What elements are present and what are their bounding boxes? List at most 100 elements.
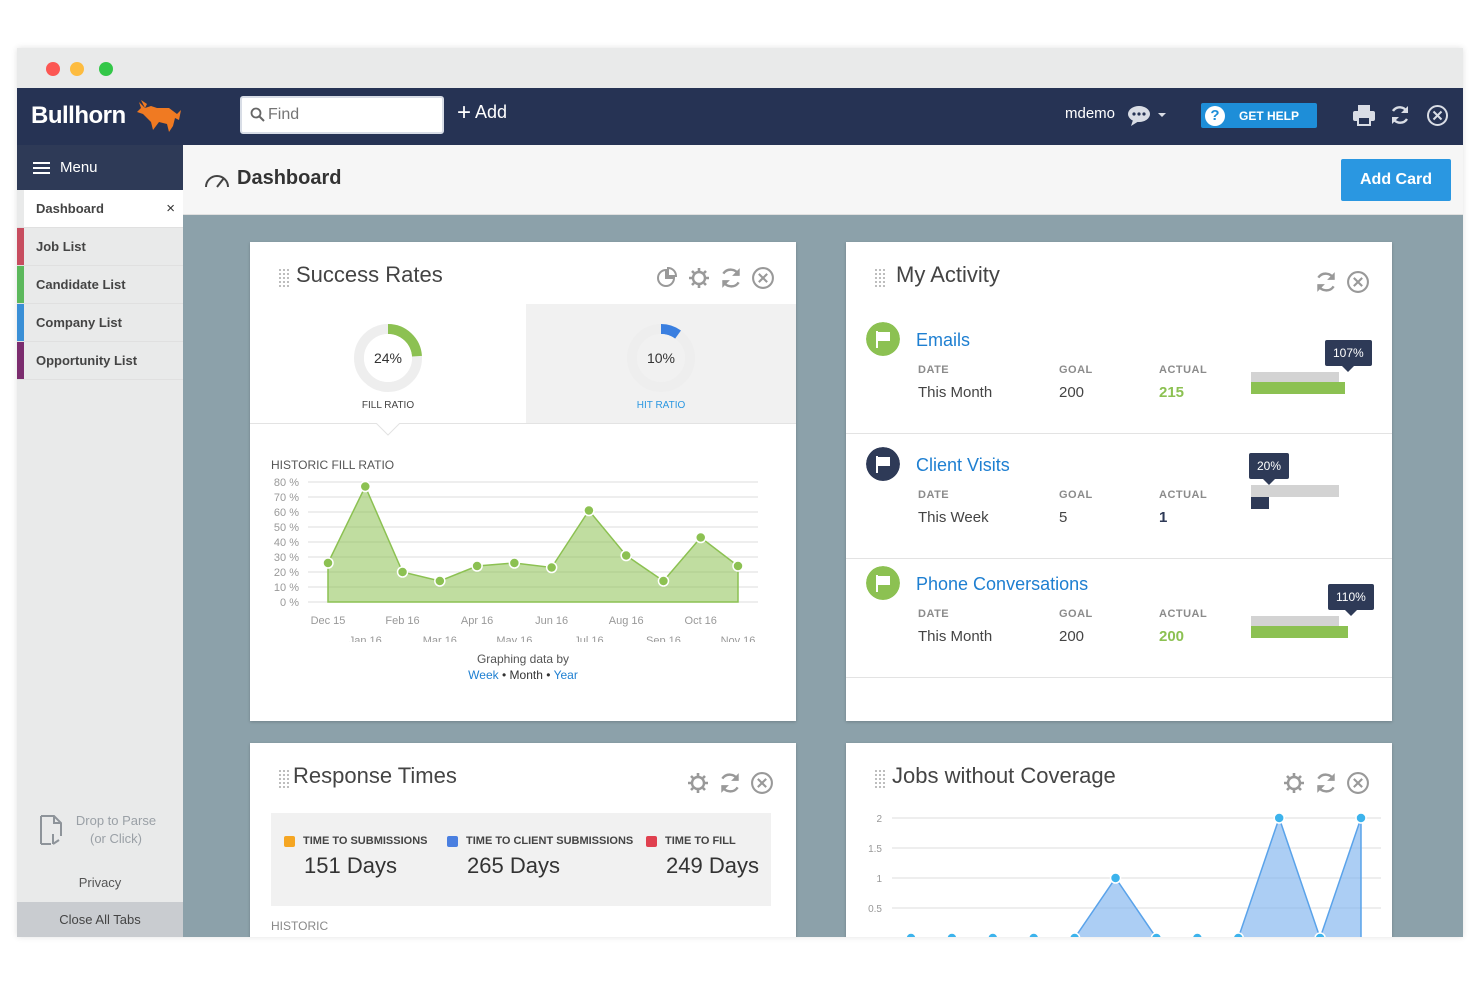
data-point[interactable]	[545, 561, 558, 574]
window-titlebar	[17, 48, 1463, 88]
data-point[interactable]	[1068, 932, 1081, 937]
sidebar-item-candidate-list[interactable]: Candidate List	[17, 266, 183, 304]
data-point[interactable]	[359, 480, 372, 493]
sidebar-item-company-list[interactable]: Company List	[17, 304, 183, 342]
data-point[interactable]	[1028, 932, 1040, 937]
data-point[interactable]	[620, 549, 632, 562]
data-point[interactable]	[471, 560, 483, 572]
fill-ratio-panel[interactable]: 24% FILL RATIO	[250, 304, 526, 423]
y-tick-label: 20 %	[274, 567, 299, 579]
x-tick-label: Jun 16	[535, 615, 568, 627]
card-title: Success Rates	[296, 262, 443, 287]
sidebar-item-label: Opportunity List	[36, 353, 138, 368]
x-tick-label: Sep 16	[646, 635, 681, 642]
data-point[interactable]	[657, 575, 670, 587]
search-input[interactable]	[268, 106, 438, 124]
date-label: DATE	[918, 489, 950, 501]
goal-value: 200	[1059, 628, 1085, 645]
card-actions	[1314, 270, 1370, 294]
activity-name[interactable]: Phone Conversations	[916, 574, 1089, 594]
period-month-link[interactable]: Month	[509, 668, 543, 682]
drag-handle-icon[interactable]	[278, 268, 290, 288]
jobs-without-coverage-chart: 2 1.5 1 0.5	[868, 812, 1381, 937]
data-point[interactable]	[1109, 872, 1122, 884]
gear-icon[interactable]	[1282, 771, 1306, 795]
sidebar-item-dashboard[interactable]: Dashboard ×	[17, 190, 183, 228]
close-tab-icon[interactable]: ×	[166, 200, 175, 217]
sidebar-item-color-stripe	[17, 266, 24, 303]
activity-name[interactable]: Emails	[916, 330, 971, 350]
refresh-icon[interactable]	[1389, 104, 1411, 126]
get-help-label: GET HELP	[1239, 108, 1300, 123]
data-point[interactable]	[434, 575, 446, 587]
data-point[interactable]	[905, 932, 917, 937]
date-value: This Month	[918, 384, 993, 401]
data-point[interactable]	[694, 531, 707, 544]
close-icon[interactable]	[1346, 270, 1370, 294]
activity-row: Client Visits DATE GOAL ACTUAL This Week…	[846, 439, 1392, 559]
activity-name[interactable]: Client Visits	[916, 455, 1010, 475]
actual-value: 1	[1159, 509, 1168, 526]
user-menu[interactable]: mdemo	[1065, 105, 1116, 122]
data-point[interactable]	[322, 557, 334, 569]
data-point[interactable]	[1191, 932, 1204, 937]
drag-handle-icon[interactable]	[874, 769, 886, 789]
gear-icon[interactable]	[686, 771, 710, 795]
y-tick-label: 50 %	[274, 522, 299, 534]
add-button[interactable]: + Add	[457, 100, 507, 124]
fill-ratio-value: 24%	[373, 350, 403, 366]
data-point[interactable]	[987, 932, 999, 937]
refresh-icon[interactable]	[718, 771, 742, 795]
data-point[interactable]	[508, 557, 521, 569]
activity-row: Emails DATE GOAL ACTUAL This Month 200 2…	[846, 314, 1392, 434]
gear-icon[interactable]	[687, 266, 711, 290]
search-box[interactable]	[240, 96, 444, 134]
chat-icon[interactable]	[1127, 104, 1169, 128]
hit-ratio-panel[interactable]: 10% HIT RATIO	[526, 304, 796, 423]
window-minimize-button[interactable]	[70, 62, 84, 76]
dashboard-gauge-icon	[205, 175, 229, 188]
data-point[interactable]	[1273, 812, 1285, 824]
print-icon[interactable]	[1352, 104, 1376, 126]
data-point[interactable]	[1232, 932, 1244, 937]
close-icon[interactable]	[750, 771, 774, 795]
close-all-tabs-button[interactable]: Close All Tabs	[17, 902, 183, 937]
refresh-icon[interactable]	[1314, 771, 1338, 795]
close-icon[interactable]	[1346, 771, 1370, 795]
refresh-icon[interactable]	[1314, 270, 1338, 294]
data-point[interactable]	[583, 504, 595, 517]
goal-progress-track	[1251, 485, 1339, 497]
data-point[interactable]	[1355, 812, 1367, 824]
donut-segment	[387, 324, 422, 357]
data-point[interactable]	[396, 566, 409, 578]
data-point[interactable]	[1150, 932, 1163, 937]
jobs-without-coverage-card: Jobs without Coverage 2 1.5 1 0.5	[846, 743, 1392, 937]
pie-chart-icon[interactable]	[655, 266, 679, 290]
x-tick-label: Feb 16	[385, 615, 419, 627]
window-close-button[interactable]	[46, 62, 60, 76]
brand-logo[interactable]: Bullhorn	[31, 102, 126, 129]
get-help-button[interactable]: ? GET HELP	[1201, 103, 1317, 128]
sidebar-item-job-list[interactable]: Job List	[17, 228, 183, 266]
progress-percent-tooltip: 20%	[1249, 453, 1290, 485]
period-week-link[interactable]: Week	[468, 668, 499, 682]
window-maximize-button[interactable]	[99, 62, 113, 76]
drag-handle-icon[interactable]	[278, 769, 290, 789]
area-series	[1074, 815, 1362, 937]
drop-to-parse[interactable]: Drop to Parse (or Click)	[39, 812, 169, 852]
sidebar-item-opportunity-list[interactable]: Opportunity List	[17, 342, 183, 380]
privacy-link[interactable]: Privacy	[78, 875, 122, 890]
add-card-button[interactable]: Add Card	[1341, 159, 1451, 201]
drag-handle-icon[interactable]	[874, 268, 886, 288]
y-tick-label: 10 %	[274, 582, 299, 594]
close-icon[interactable]	[1426, 104, 1449, 127]
fill-ratio-donut	[354, 324, 422, 392]
data-point[interactable]	[1314, 932, 1326, 937]
divider	[250, 423, 796, 424]
close-icon[interactable]	[751, 266, 775, 290]
data-point[interactable]	[946, 932, 958, 937]
period-year-link[interactable]: Year	[553, 668, 578, 682]
menu-button[interactable]: Menu	[17, 145, 183, 190]
data-point[interactable]	[732, 560, 744, 572]
refresh-icon[interactable]	[719, 266, 743, 290]
